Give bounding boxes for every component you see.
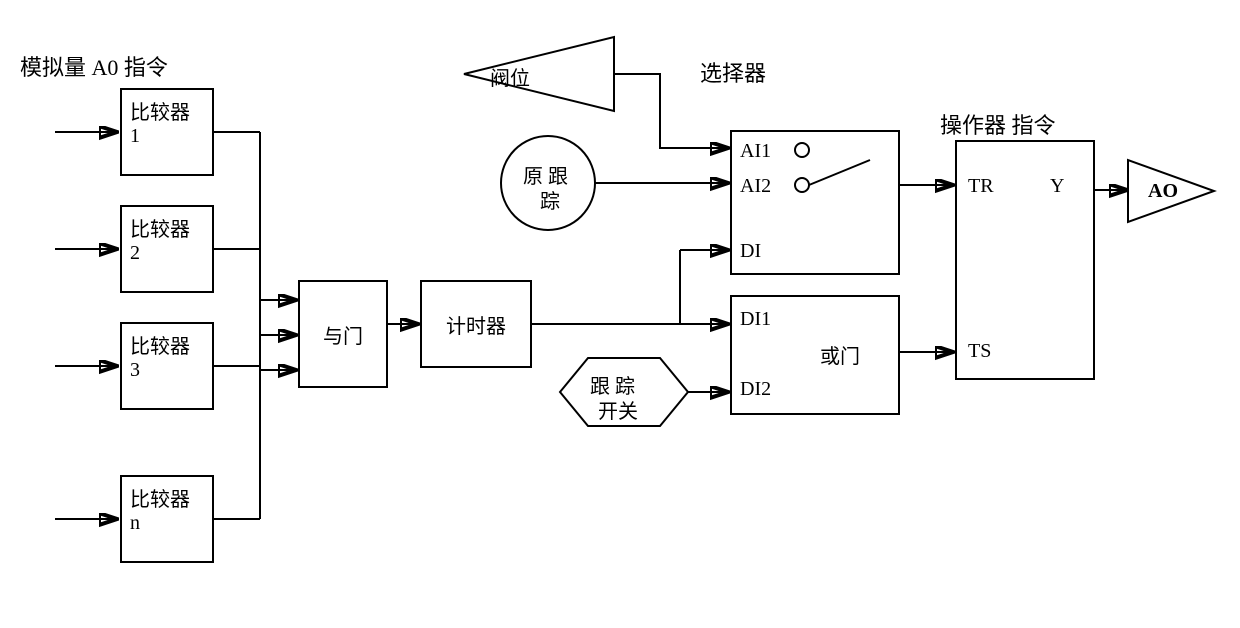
- operator-tr: TR: [968, 175, 994, 198]
- timer: 计时器: [420, 280, 532, 368]
- analog-cmd-label: 模拟量 A0 指令: [20, 50, 168, 82]
- selector-title: 选择器: [700, 56, 766, 88]
- valve-pos-label: 阀位: [490, 62, 530, 91]
- comparator-2: 比较器 2: [120, 205, 214, 293]
- or-gate-label: 或门: [820, 340, 860, 369]
- or-gate-di2: DI2: [740, 378, 771, 401]
- track-switch-line2: 开关: [598, 395, 638, 424]
- and-gate: 与门: [298, 280, 388, 388]
- operator-y: Y: [1050, 175, 1064, 198]
- selector-di: DI: [740, 240, 761, 263]
- comparator-3: 比较器 3: [120, 322, 214, 410]
- comparator-n: 比较器 n: [120, 475, 214, 563]
- operator-title: 操作器 指令: [940, 108, 1056, 140]
- orig-track-line2: 踪: [540, 185, 560, 214]
- operator-ts: TS: [968, 340, 991, 363]
- or-gate-di1: DI1: [740, 308, 771, 331]
- selector-ai2: AI2: [740, 175, 771, 198]
- selector-ai1: AI1: [740, 140, 771, 163]
- comparator-1: 比较器 1: [120, 88, 214, 176]
- ao-out-label: AO: [1148, 180, 1178, 203]
